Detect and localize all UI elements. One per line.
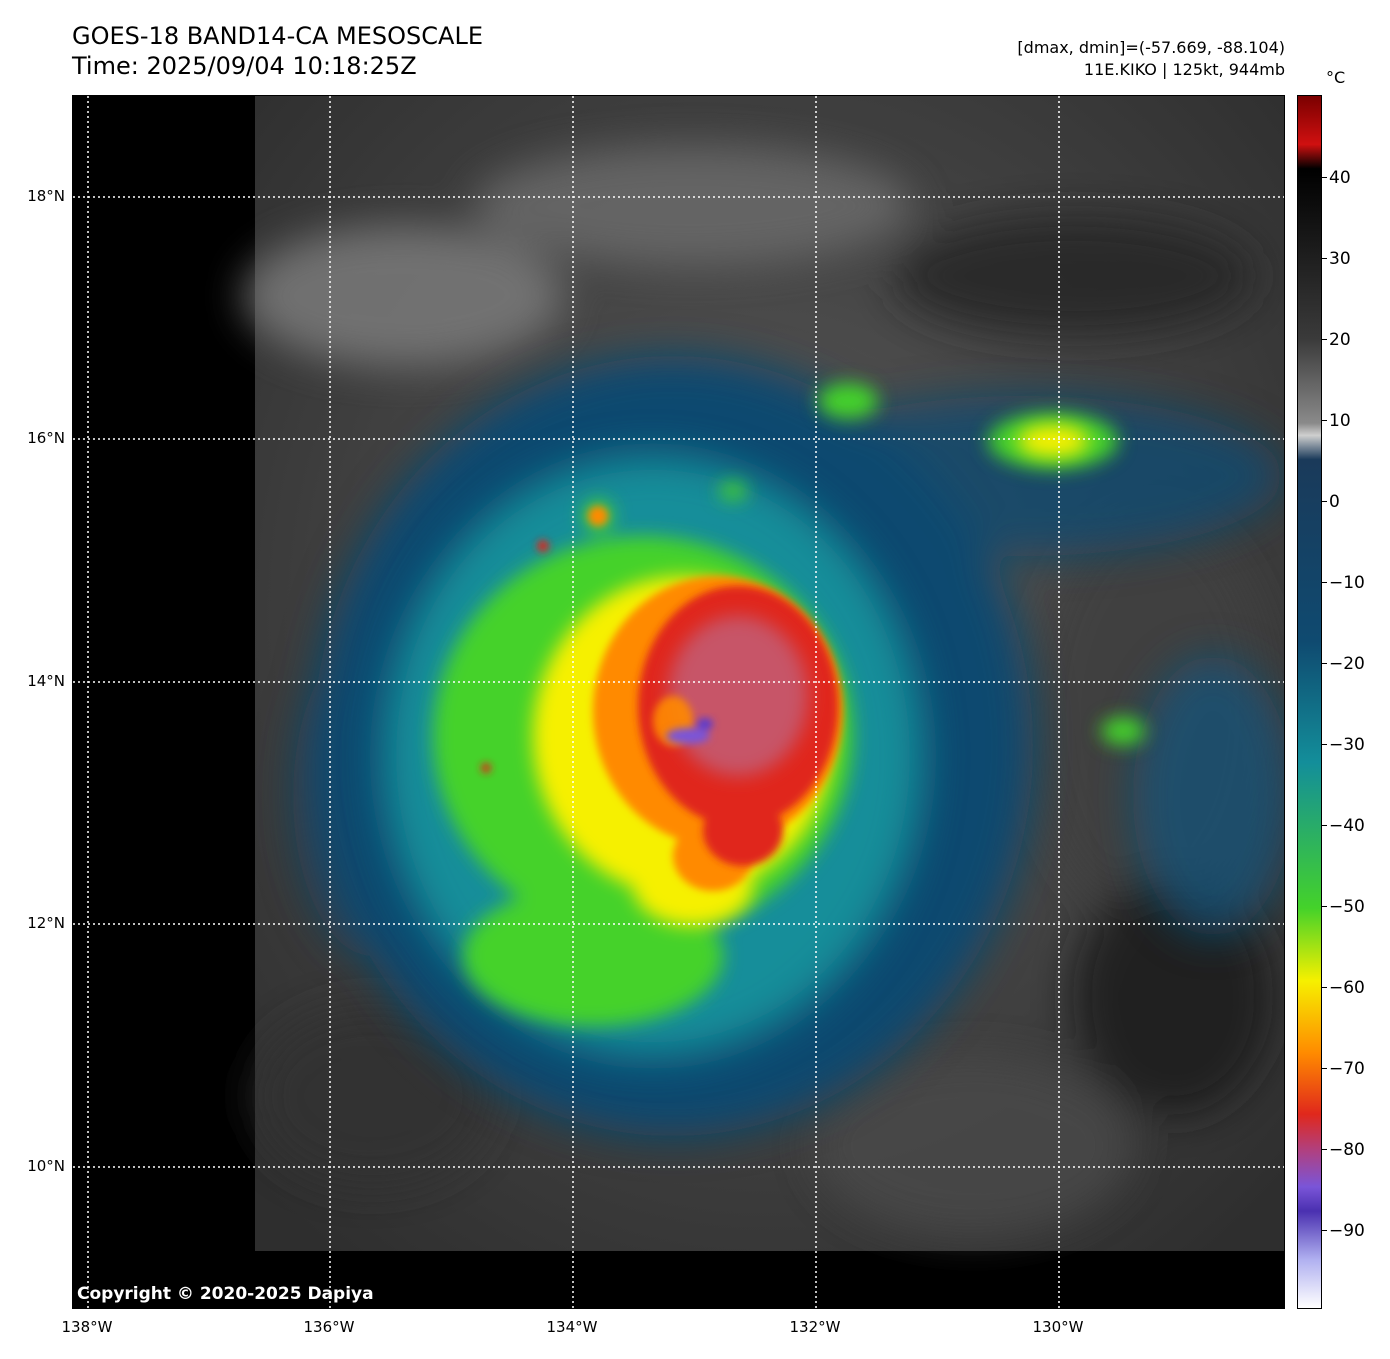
lat-label-10n: 10°N [27,1157,65,1175]
colorbar-tick [1322,663,1327,664]
colorbar-label-minus10: −10 [1329,573,1365,593]
colorbar-unit: °C [1326,68,1346,87]
colorbar-tick [1322,420,1327,421]
lat-label-12n: 12°N [27,914,65,932]
colorbar-label-minus40: −40 [1329,816,1365,836]
infrared-imagery [73,96,1284,1308]
colorbar-tick [1322,339,1327,340]
colorbar-label-minus50: −50 [1329,897,1365,917]
colorbar-label-40: 40 [1329,168,1351,188]
storm-info: 11E.KIKO | 125kt, 944mb [1083,60,1285,79]
colorbar-tick [1322,1230,1327,1231]
copyright-text: Copyright © 2020-2025 Dapiya [77,1284,374,1304]
lon-label-130w: 130°W [1032,1318,1084,1336]
lon-label-134w: 134°W [546,1318,598,1336]
colorbar-label-0: 0 [1329,492,1340,512]
lat-label-14n: 14°N [27,672,65,690]
lon-label-136w: 136°W [303,1318,355,1336]
temperature-colorbar [1297,95,1322,1309]
colorbar-tick [1322,744,1327,745]
lon-label-138w: 138°W [61,1318,113,1336]
colorbar-label-30: 30 [1329,249,1351,269]
lat-label-18n: 18°N [27,187,65,205]
data-range: [dmax, dmin]=(-57.669, -88.104) [1017,38,1285,57]
colorbar-label-minus60: −60 [1329,978,1365,998]
colorbar-tick [1322,177,1327,178]
colorbar-tick [1322,987,1327,988]
colorbar-label-minus20: −20 [1329,654,1365,674]
colorbar-tick [1322,258,1327,259]
product-title: GOES-18 BAND14-CA MESOSCALE [72,22,483,50]
colorbar-label-20: 20 [1329,330,1351,350]
colorbar-tick [1322,1149,1327,1150]
colorbar-label-minus70: −70 [1329,1059,1365,1079]
lon-label-132w: 132°W [789,1318,841,1336]
colorbar-label-minus80: −80 [1329,1140,1365,1160]
colorbar-tick [1322,501,1327,502]
colorbar-label-minus30: −30 [1329,735,1365,755]
colorbar-label-minus90: −90 [1329,1221,1365,1241]
colorbar-label-10: 10 [1329,411,1351,431]
colorbar-tick [1322,1068,1327,1069]
colorbar-tick [1322,825,1327,826]
satellite-map[interactable] [72,95,1285,1309]
colorbar-tick [1322,582,1327,583]
image-time: Time: 2025/09/04 10:18:25Z [72,52,417,80]
lat-label-16n: 16°N [27,429,65,447]
colorbar-tick [1322,906,1327,907]
